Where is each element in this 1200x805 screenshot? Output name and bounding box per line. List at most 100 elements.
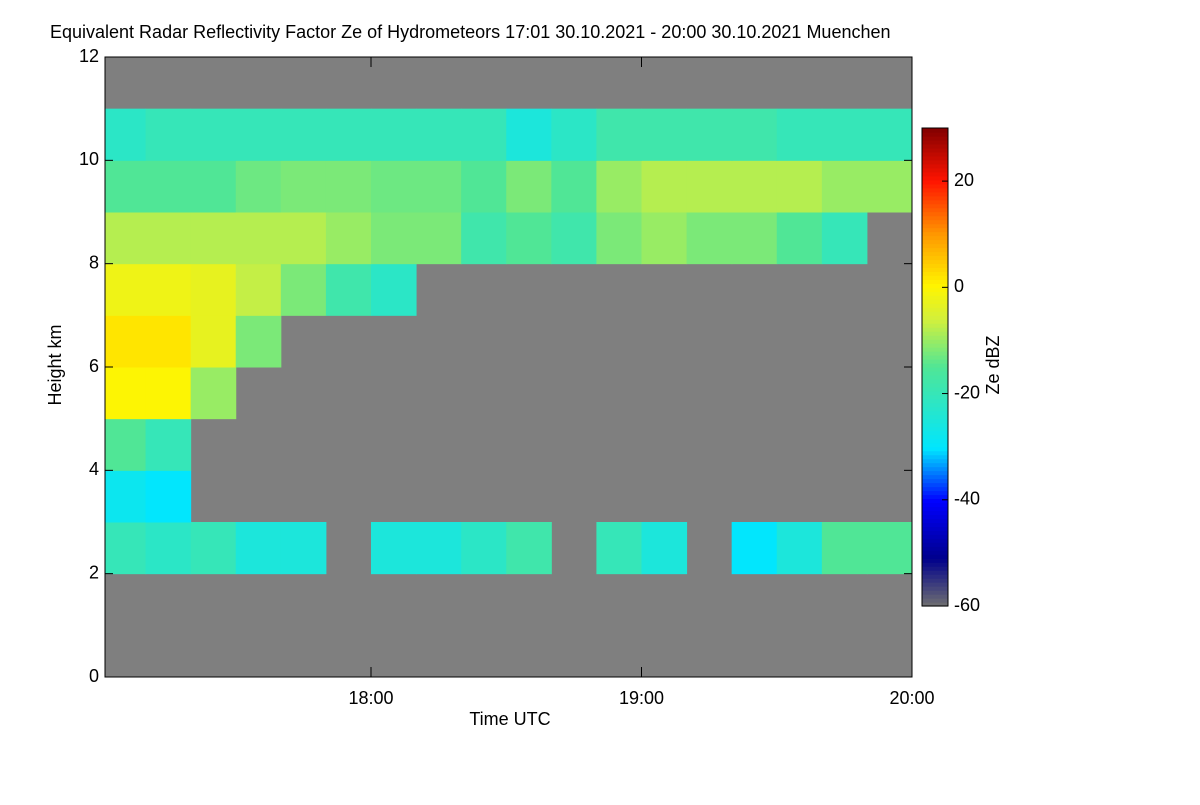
colorbar-step <box>922 486 948 492</box>
colorbar-step <box>922 522 948 527</box>
colorbar-step <box>922 554 948 559</box>
colorbar-step <box>922 542 948 547</box>
colorbar-step <box>922 199 948 205</box>
heatmap-cell <box>551 212 597 265</box>
colorbar-step <box>922 287 948 292</box>
y-tick-label: 2 <box>89 562 99 582</box>
heatmap-cell <box>461 212 507 265</box>
heatmap-cell <box>105 108 147 161</box>
colorbar-step <box>922 179 948 185</box>
heatmap-cell <box>105 315 147 368</box>
colorbar-step <box>922 506 948 511</box>
colorbar-step <box>922 335 948 340</box>
heatmap-cell <box>235 212 282 265</box>
colorbar-step <box>922 442 948 448</box>
heatmap-cell <box>145 263 192 316</box>
colorbar-step <box>922 155 948 161</box>
colorbar-step <box>922 498 948 504</box>
colorbar-step <box>922 307 948 312</box>
colorbar-step <box>922 590 948 595</box>
colorbar-step <box>922 470 948 476</box>
colorbar-step <box>922 378 948 384</box>
colorbar-step <box>922 510 948 515</box>
heatmap-cell <box>105 212 147 265</box>
colorbar-step <box>922 586 948 591</box>
heatmap-cell <box>145 522 192 575</box>
colorbar-step <box>922 227 948 233</box>
colorbar-step <box>922 279 948 284</box>
colorbar-tick-label: -20 <box>954 382 980 402</box>
heatmap-cell <box>370 522 417 575</box>
colorbar-step <box>922 602 948 607</box>
colorbar-step <box>922 458 948 464</box>
heatmap-cell <box>641 212 688 265</box>
colorbar-step <box>922 530 948 535</box>
colorbar-step <box>922 267 948 272</box>
colorbar-step <box>922 514 948 519</box>
y-axis-label: Height km <box>45 324 65 405</box>
colorbar-step <box>922 259 948 265</box>
heatmap-cell <box>551 108 597 161</box>
heatmap-cell <box>280 160 327 213</box>
y-tick-label: 4 <box>89 459 99 479</box>
colorbar-step <box>922 131 948 137</box>
colorbar-step <box>922 438 948 444</box>
heatmap-cell <box>280 522 327 575</box>
colorbar-step <box>922 418 948 424</box>
heatmap-cell <box>731 108 778 161</box>
colorbar-step <box>922 235 948 241</box>
heatmap-cell <box>731 522 778 575</box>
heatmap-cell <box>641 522 688 575</box>
heatmap-cell <box>235 108 282 161</box>
colorbar-step <box>922 359 948 364</box>
colorbar-step <box>922 291 948 296</box>
colorbar-step <box>922 319 948 324</box>
colorbar-step <box>922 211 948 217</box>
colorbar-step <box>922 386 948 392</box>
y-tick-label: 10 <box>79 149 99 169</box>
colorbar-step <box>922 562 948 567</box>
colorbar-step <box>922 171 948 177</box>
colorbar-step <box>922 538 948 543</box>
heatmap-cell <box>145 108 192 161</box>
heatmap-cell <box>821 522 868 575</box>
colorbar-step <box>922 406 948 412</box>
heatmap-cell <box>145 212 192 265</box>
colorbar-step <box>922 578 948 583</box>
heatmap-cell <box>641 108 688 161</box>
heatmap-cell <box>105 470 147 523</box>
heatmap-cell <box>145 315 192 368</box>
colorbar-step <box>922 283 948 288</box>
heatmap-cell <box>235 263 282 316</box>
colorbar-tick-label: -60 <box>954 595 980 615</box>
colorbar-step <box>922 263 948 269</box>
colorbar-step <box>922 482 948 488</box>
colorbar-step <box>922 398 948 404</box>
colorbar-step <box>922 462 948 468</box>
heatmap-cell <box>370 160 417 213</box>
colorbar-step <box>922 474 948 480</box>
colorbar-step <box>922 454 948 460</box>
colorbar-step <box>922 394 948 400</box>
colorbar-step <box>922 382 948 388</box>
colorbar-step <box>922 203 948 209</box>
heatmap-cell <box>190 263 237 316</box>
y-tick-label: 0 <box>89 666 99 686</box>
heatmap-cell <box>506 212 552 265</box>
colorbar-step <box>922 546 948 551</box>
colorbar-step <box>922 422 948 428</box>
colorbar-step <box>922 143 948 149</box>
colorbar-step <box>922 271 948 276</box>
colorbar-label: Ze dBZ <box>983 335 1003 394</box>
colorbar-step <box>922 163 948 169</box>
heatmap-cell <box>731 160 778 213</box>
heatmap-cell <box>235 160 282 213</box>
colorbar-step <box>922 494 948 500</box>
heatmap-cell <box>506 160 552 213</box>
colorbar-step <box>922 518 948 523</box>
colorbar-step <box>922 327 948 332</box>
colorbar-step <box>922 195 948 201</box>
colorbar-step <box>922 570 948 575</box>
heatmap-cell <box>416 212 462 265</box>
colorbar-step <box>922 255 948 261</box>
